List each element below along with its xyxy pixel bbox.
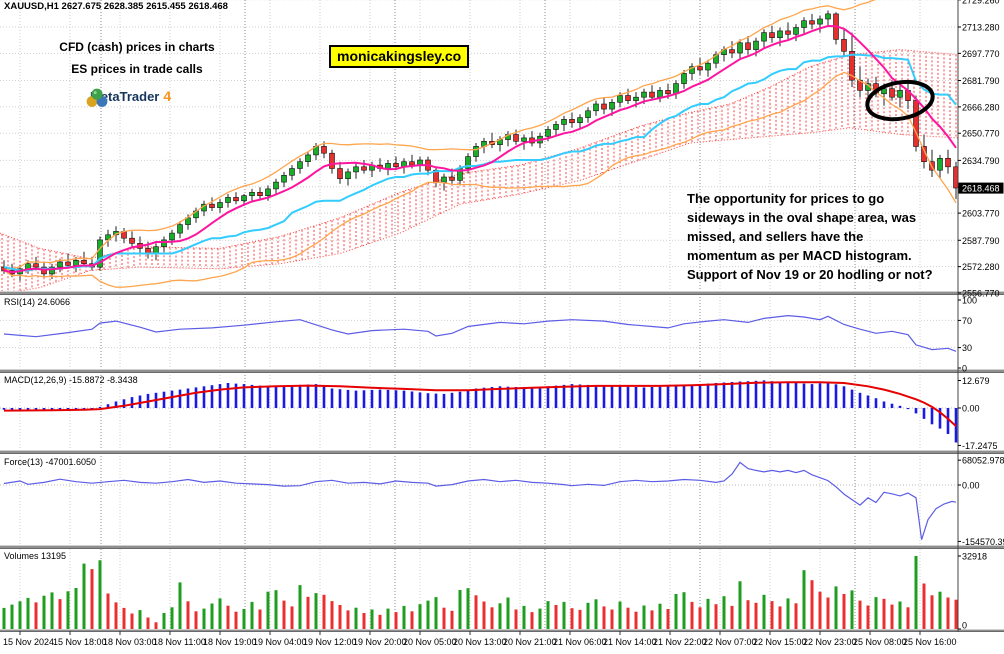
- time-axis[interactable]: [0, 632, 1004, 654]
- svg-text:0.00: 0.00: [962, 404, 980, 414]
- kijun-line: [3, 53, 957, 272]
- svg-text:25 Nov 16:00: 25 Nov 16:00: [903, 637, 957, 647]
- force-panel[interactable]: [3, 461, 957, 540]
- svg-text:70: 70: [962, 316, 972, 326]
- svg-text:0.00: 0.00: [962, 481, 980, 491]
- candlesticks: [1, 10, 958, 281]
- rsi-plot[interactable]: [0, 296, 958, 370]
- svg-text:0: 0: [962, 621, 967, 631]
- svg-text:12.679: 12.679: [962, 376, 990, 386]
- macd-plot[interactable]: [0, 374, 958, 451]
- svg-text:68052.9782: 68052.9782: [962, 456, 1004, 466]
- volumes-panel[interactable]: [2, 556, 958, 629]
- svg-text:19 Nov 12:00: 19 Nov 12:00: [303, 637, 357, 647]
- svg-text:21 Nov 14:00: 21 Nov 14:00: [603, 637, 657, 647]
- price-axis-labels: 2729.260 2713.280 2697.770 2681.790 2666.280…: [957, 0, 1004, 632]
- svg-text:-154570.3906: -154570.3906: [962, 537, 1004, 547]
- main-panel[interactable]: [0, 0, 959, 294]
- svg-text:18 Nov 19:00: 18 Nov 19:00: [203, 637, 257, 647]
- svg-text:22 Nov 23:00: 22 Nov 23:00: [803, 637, 857, 647]
- rsi-line: [3, 314, 957, 352]
- oval-annotation: [865, 79, 935, 122]
- svg-text:2697.770: 2697.770: [962, 49, 1000, 59]
- svg-text:2729.260: 2729.260: [962, 0, 1000, 5]
- svg-text:2713.280: 2713.280: [962, 23, 1000, 33]
- macd-signal-line: [3, 381, 957, 427]
- svg-text:100: 100: [962, 296, 977, 306]
- svg-text:2556.770: 2556.770: [962, 289, 1000, 299]
- fast-ma-line: [3, 24, 957, 274]
- svg-text:19 Nov 20:00: 19 Nov 20:00: [353, 637, 407, 647]
- svg-text:0: 0: [962, 364, 967, 374]
- main-price-plot[interactable]: [0, 0, 958, 293]
- macd-panel[interactable]: [2, 380, 958, 443]
- svg-text:2681.790: 2681.790: [962, 76, 1000, 86]
- grid-lines: [0, 0, 958, 630]
- volumes-plot[interactable]: [0, 550, 958, 630]
- svg-text:2666.280: 2666.280: [962, 102, 1000, 112]
- svg-text:-17.2475: -17.2475: [962, 441, 998, 451]
- svg-text:21 Nov 22:00: 21 Nov 22:00: [653, 637, 707, 647]
- force-line: [3, 461, 957, 540]
- price-axis[interactable]: [958, 0, 1004, 632]
- svg-text:2634.790: 2634.790: [962, 156, 1000, 166]
- svg-text:30: 30: [962, 343, 972, 353]
- current-price-badge: 2618.468: [962, 184, 1000, 194]
- svg-text:2572.280: 2572.280: [962, 262, 1000, 272]
- force-plot[interactable]: [0, 455, 958, 546]
- svg-text:19 Nov 04:00: 19 Nov 04:00: [253, 637, 307, 647]
- svg-text:2587.790: 2587.790: [962, 236, 1000, 246]
- rsi-panel[interactable]: [3, 314, 957, 352]
- svg-text:20 Nov 13:00: 20 Nov 13:00: [453, 637, 507, 647]
- lower-band-line: [3, 71, 957, 288]
- svg-text:22 Nov 15:00: 22 Nov 15:00: [753, 637, 807, 647]
- svg-text:15 Nov 2024: 15 Nov 2024: [3, 637, 54, 647]
- ichimoku-cloud: [0, 49, 958, 293]
- svg-text:22 Nov 07:00: 22 Nov 07:00: [703, 637, 757, 647]
- svg-text:2650.770: 2650.770: [962, 129, 1000, 139]
- svg-text:25 Nov 08:00: 25 Nov 08:00: [853, 637, 907, 647]
- svg-text:20 Nov 21:00: 20 Nov 21:00: [503, 637, 557, 647]
- svg-text:15 Nov 18:00: 15 Nov 18:00: [53, 637, 107, 647]
- svg-text:2603.770: 2603.770: [962, 209, 1000, 219]
- svg-text:18 Nov 11:00: 18 Nov 11:00: [153, 637, 206, 647]
- svg-text:18 Nov 03:00: 18 Nov 03:00: [103, 637, 157, 647]
- svg-text:20 Nov 05:00: 20 Nov 05:00: [403, 637, 457, 647]
- svg-text:21 Nov 06:00: 21 Nov 06:00: [553, 637, 607, 647]
- upper-band-line: [3, 0, 876, 272]
- svg-text:32918: 32918: [962, 551, 987, 561]
